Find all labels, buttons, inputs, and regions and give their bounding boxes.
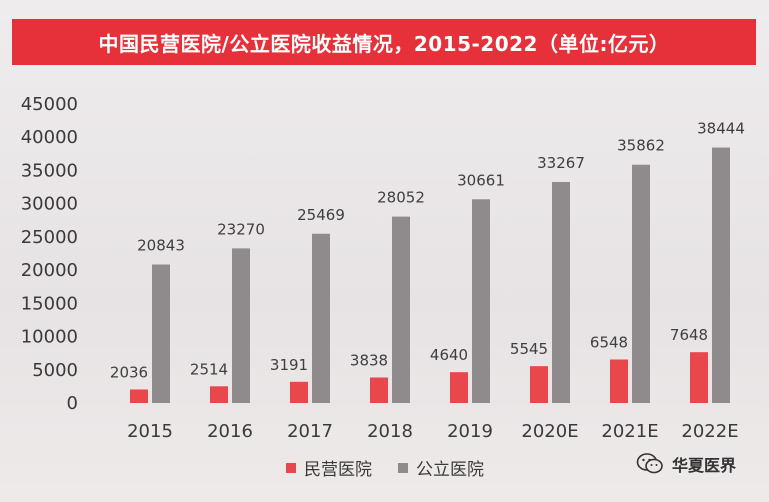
bar-private: [290, 381, 308, 403]
bar-public: [552, 181, 570, 403]
bar-private: [370, 377, 388, 403]
y-tick-label: 10000: [21, 327, 78, 348]
bar-public: [472, 199, 490, 403]
legend-label-public: 公立医院: [416, 460, 484, 480]
y-tick-label: 5000: [32, 360, 78, 381]
bar-private: [610, 359, 628, 403]
x-tick-label: 2022E: [681, 421, 738, 442]
bar-public: [632, 164, 650, 403]
y-tick-label: 35000: [21, 160, 78, 181]
y-tick-label: 20000: [21, 260, 78, 281]
legend-swatch-private: [286, 462, 296, 473]
legend-swatch-public: [398, 462, 408, 473]
data-label-public: 20843: [137, 237, 185, 255]
x-tick-label: 2018: [367, 421, 413, 442]
bar-public: [712, 147, 730, 403]
data-label-public: 30661: [457, 171, 505, 189]
x-tick-label: 2015: [127, 421, 173, 442]
legend-item-private: 民营医院: [286, 455, 372, 480]
legend-item-public: 公立医院: [398, 455, 484, 480]
legend: 民营医院 公立医院: [286, 455, 510, 480]
chart-title: 中国民营医院/公立医院收益情况，2015-2022（单位:亿元）: [12, 19, 756, 65]
bar-private: [210, 386, 228, 403]
data-label-private: 4640: [430, 346, 468, 364]
y-tick-label: 0: [67, 393, 78, 414]
data-label-public: 35862: [617, 137, 665, 155]
y-tick-label: 40000: [21, 127, 78, 148]
data-label-public: 28052: [377, 189, 425, 207]
data-label-private: 3191: [270, 356, 308, 374]
data-label-public: 25469: [297, 206, 345, 224]
x-tick-label: 2019: [447, 421, 493, 442]
y-tick-label: 25000: [21, 227, 78, 248]
data-label-private: 2514: [190, 360, 228, 378]
bar-public: [232, 248, 250, 403]
bar-private: [130, 389, 148, 403]
watermark-text: 华夏医界: [672, 456, 737, 475]
data-label-private: 6548: [590, 333, 628, 351]
data-label-private: 7648: [670, 326, 708, 344]
y-tick-label: 45000: [21, 94, 78, 115]
bar-private: [690, 352, 708, 403]
data-label-public: 33267: [537, 154, 585, 172]
x-tick-label: 2020E: [521, 421, 578, 442]
data-label-public: 23270: [217, 220, 265, 238]
y-tick-label: 30000: [21, 194, 78, 215]
data-label-private: 2036: [110, 363, 148, 381]
data-label-private: 3838: [350, 351, 388, 369]
x-tick-label: 2017: [287, 421, 333, 442]
x-tick-label: 2016: [207, 421, 253, 442]
bar-public: [152, 264, 170, 403]
bar-public: [392, 216, 410, 403]
wechat-icon: [636, 453, 663, 474]
watermark: 华夏医界: [636, 452, 736, 476]
bar-private: [530, 366, 548, 403]
data-label-public: 38444: [697, 120, 745, 138]
data-label-private: 5545: [510, 340, 548, 358]
bar-public: [312, 233, 330, 403]
x-tick-label: 2021E: [601, 421, 658, 442]
y-tick-label: 15000: [21, 293, 78, 314]
legend-label-private: 民营医院: [304, 460, 372, 480]
bar-private: [450, 372, 468, 403]
